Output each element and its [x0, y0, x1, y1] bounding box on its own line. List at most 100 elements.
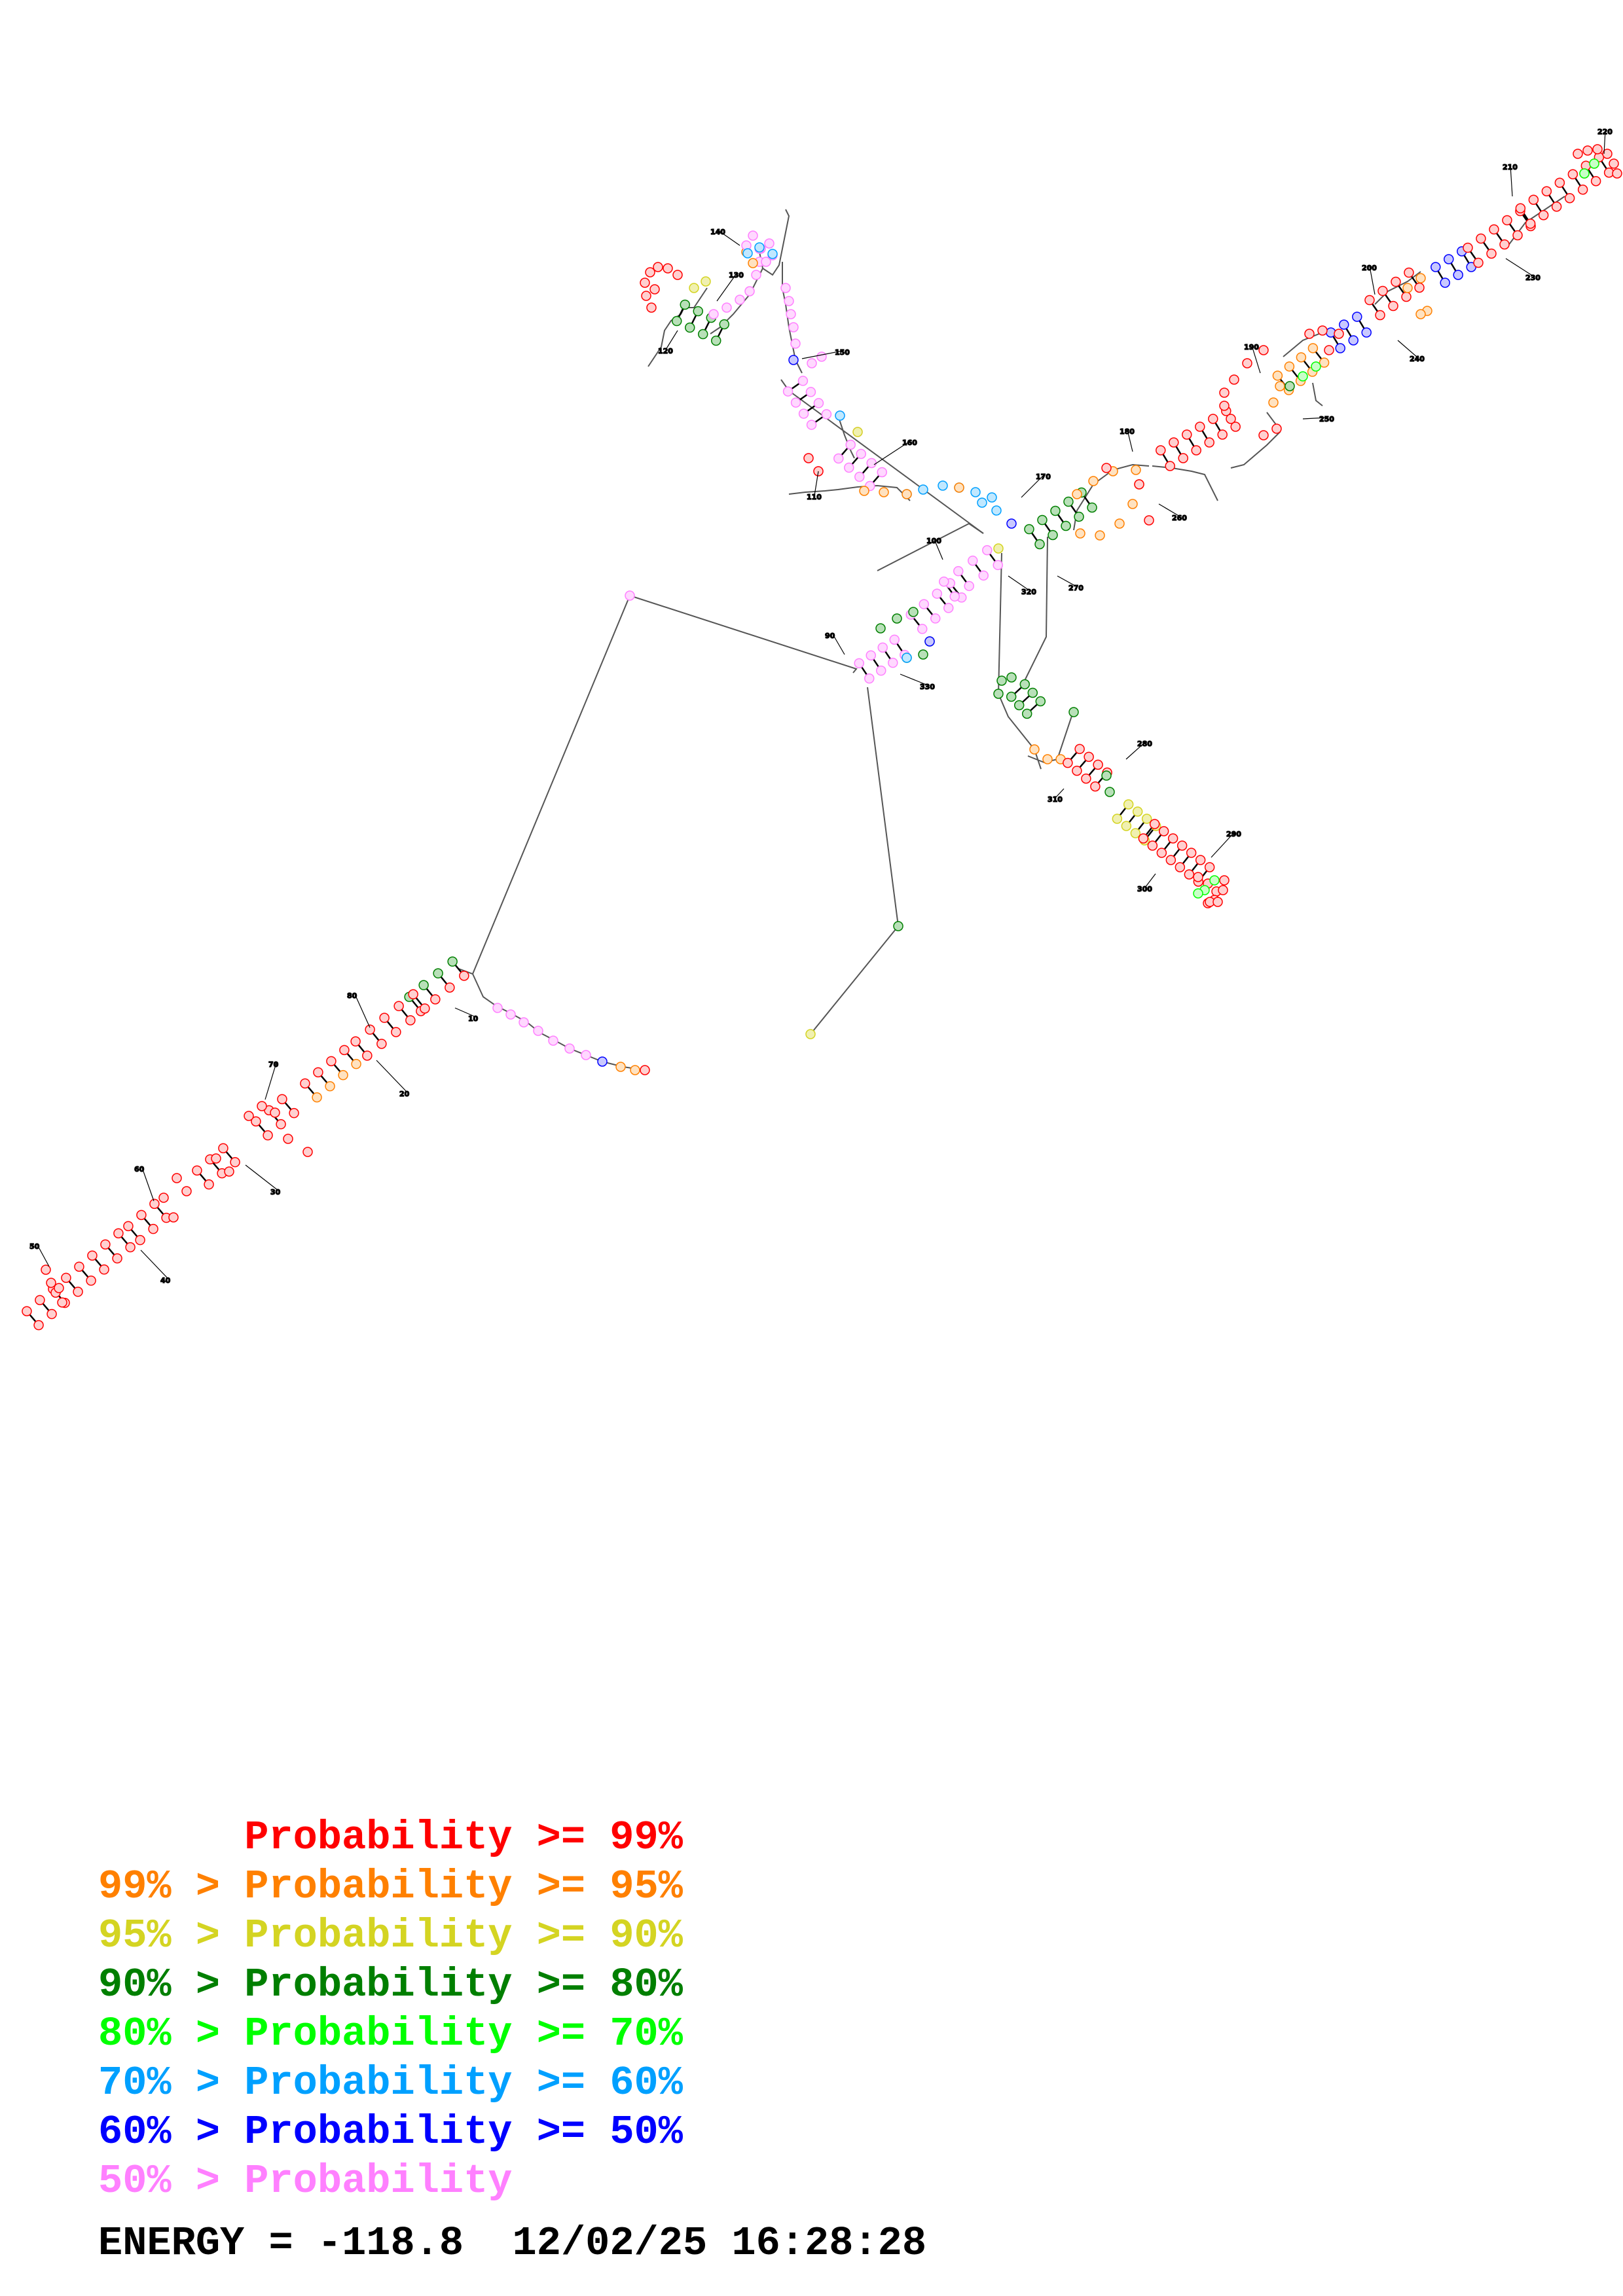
base-pair [284, 1102, 292, 1111]
nucleotide [640, 1065, 650, 1075]
energy-line: ENERGY = -118.8 12/02/25 16:28:28 [98, 2220, 926, 2267]
nucleotide [1131, 465, 1141, 475]
base-pair [807, 404, 816, 412]
legend-label: Probability >= 95% [244, 1863, 683, 1910]
nucleotide [54, 1283, 64, 1293]
nucleotide [821, 409, 832, 420]
nucleotide [326, 1056, 337, 1067]
legend-label: Probability >= 80% [244, 1962, 683, 2008]
nucleotide [1311, 361, 1321, 372]
nucleotide [1502, 215, 1512, 226]
nucleotide [1006, 672, 1017, 683]
nucleotide [1169, 437, 1179, 448]
nucleotide [859, 486, 869, 496]
nucleotide [1375, 310, 1385, 321]
base-pair [799, 393, 808, 401]
nucleotide [1081, 773, 1091, 784]
base-pair [939, 596, 947, 605]
nucleotide [418, 980, 429, 990]
nucleotide [1258, 430, 1269, 440]
nucleotide [767, 249, 778, 259]
base-pair [989, 553, 996, 562]
base-pair [1482, 242, 1490, 251]
base-pair [454, 1007, 477, 1018]
base-pair [141, 1167, 155, 1202]
nucleotide [1564, 192, 1575, 204]
nucleotide [671, 315, 682, 327]
nucleotide [993, 560, 1003, 571]
base-pair [1359, 320, 1365, 329]
base-pair [873, 440, 911, 465]
base-pair [1144, 873, 1156, 888]
nucleotide [1388, 300, 1398, 312]
nucleotide [492, 1003, 503, 1013]
nucleotide [1087, 502, 1097, 513]
nucleotide [1024, 524, 1034, 535]
legend-label: Probability >= 50% [244, 2109, 683, 2155]
nucleotide [786, 309, 796, 319]
nucleotide [1218, 885, 1228, 895]
nucleotide [784, 296, 794, 306]
nucleotide [87, 1250, 98, 1261]
base-pair [665, 330, 678, 350]
nucleotide [1415, 309, 1426, 319]
nucleotide [735, 295, 745, 305]
nucleotide [1138, 833, 1149, 844]
nucleotide [693, 306, 704, 317]
nucleotide [459, 971, 469, 981]
nucleotide [1415, 273, 1426, 283]
nucleotide [902, 489, 912, 499]
nucleotide [864, 673, 875, 684]
nucleotide [1034, 539, 1045, 550]
nucleotide [1476, 233, 1486, 244]
base-pair [372, 1032, 380, 1041]
nucleotide [433, 968, 443, 978]
nucleotide [1084, 751, 1094, 762]
base-pair [1055, 788, 1065, 798]
nucleotide [1229, 374, 1239, 385]
base-pair [1162, 454, 1169, 463]
nucleotide [1528, 194, 1539, 206]
nucleotide [816, 351, 827, 362]
nucleotide [877, 467, 887, 478]
nucleotide [1463, 242, 1473, 253]
nucleotide [597, 1056, 608, 1067]
nucleotide [1296, 352, 1307, 363]
position-number: 70 [268, 1060, 279, 1069]
nucleotide [1095, 530, 1105, 541]
nucleotide [548, 1035, 558, 1046]
base-pair [81, 1269, 89, 1278]
base-pair [1163, 841, 1171, 850]
base-pair [440, 976, 448, 985]
base-pair [143, 1217, 151, 1227]
nucleotide [721, 302, 732, 313]
nucleotide [1021, 708, 1032, 719]
position-number: 90 [825, 632, 835, 640]
nucleotide [244, 1111, 254, 1121]
base-pair [913, 617, 921, 626]
nucleotide [1230, 422, 1241, 432]
nucleotide [533, 1026, 543, 1036]
nucleotide [1440, 278, 1450, 288]
position-number: 110 [807, 493, 822, 501]
nucleotide [46, 1308, 57, 1319]
nucleotide [646, 302, 657, 313]
nucleotide [641, 291, 651, 301]
base-pair [1251, 345, 1261, 374]
legend-row: 90% > Probability >= 80% [98, 1960, 683, 2009]
nucleotide [1090, 781, 1101, 792]
nucleotide [1352, 312, 1362, 322]
nucleotide [1573, 149, 1583, 159]
base-pair [1021, 475, 1044, 498]
base-pair [1057, 514, 1065, 523]
energy-label: ENERGY = [98, 2220, 318, 2267]
nucleotide [954, 482, 964, 493]
base-pair [841, 447, 848, 456]
base-pair [346, 1052, 354, 1062]
nucleotide [1149, 819, 1160, 829]
nucleotide [351, 1058, 361, 1069]
legend-label: Probability >= 90% [244, 1912, 683, 1959]
nucleotide [877, 642, 888, 653]
nucleotide [949, 591, 960, 602]
legend-row: 95% > Probability >= 90% [98, 1911, 683, 1960]
